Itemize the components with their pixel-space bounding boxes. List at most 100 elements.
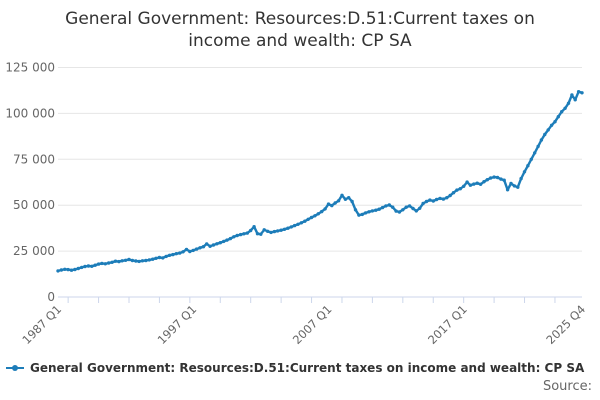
data-point[interactable] — [218, 241, 222, 245]
data-point[interactable] — [492, 175, 496, 179]
data-point[interactable] — [174, 252, 178, 256]
data-point[interactable] — [404, 205, 408, 209]
data-point[interactable] — [377, 207, 381, 211]
data-point[interactable] — [458, 187, 462, 191]
data-point[interactable] — [350, 199, 354, 204]
data-point[interactable] — [299, 221, 304, 225]
data-point[interactable] — [110, 260, 114, 264]
data-point[interactable] — [117, 259, 121, 264]
data-point[interactable] — [367, 210, 371, 214]
data-point[interactable] — [343, 197, 348, 201]
data-point[interactable] — [580, 91, 584, 95]
data-point[interactable] — [549, 123, 554, 128]
data-point[interactable] — [576, 90, 581, 94]
data-point[interactable] — [519, 176, 523, 181]
data-point[interactable] — [475, 181, 479, 185]
data-point[interactable] — [363, 211, 368, 215]
data-point[interactable] — [489, 176, 493, 180]
data-point[interactable] — [181, 250, 185, 254]
data-point[interactable] — [83, 264, 87, 269]
data-point[interactable] — [445, 196, 449, 200]
data-point[interactable] — [428, 198, 432, 202]
data-point[interactable] — [556, 115, 560, 119]
data-point[interactable] — [418, 206, 422, 210]
data-point[interactable] — [272, 229, 277, 234]
data-point[interactable] — [543, 132, 547, 137]
data-point[interactable] — [59, 268, 64, 272]
data-point[interactable] — [529, 157, 533, 161]
data-point[interactable] — [384, 204, 388, 208]
data-point[interactable] — [178, 251, 182, 255]
data-point[interactable] — [144, 258, 148, 263]
data-point[interactable] — [259, 232, 263, 236]
data-point[interactable] — [198, 246, 202, 250]
data-point[interactable] — [330, 203, 334, 208]
data-point[interactable] — [560, 110, 564, 114]
data-point[interactable] — [245, 231, 249, 235]
data-point[interactable] — [296, 222, 300, 226]
data-point[interactable] — [232, 235, 236, 239]
data-point[interactable] — [255, 232, 260, 236]
data-point[interactable] — [123, 258, 128, 262]
data-point[interactable] — [462, 184, 466, 188]
data-point[interactable] — [347, 196, 351, 200]
data-point[interactable] — [306, 217, 310, 221]
data-point[interactable] — [289, 225, 293, 229]
data-point[interactable] — [566, 101, 571, 106]
data-point[interactable] — [80, 265, 84, 270]
data-point[interactable] — [249, 228, 253, 233]
data-point[interactable] — [468, 183, 473, 187]
data-point[interactable] — [86, 264, 91, 268]
data-point[interactable] — [113, 259, 118, 263]
data-point[interactable] — [360, 212, 364, 217]
data-point[interactable] — [73, 267, 77, 272]
data-point[interactable] — [137, 259, 141, 264]
data-point[interactable] — [336, 199, 341, 203]
data-point[interactable] — [374, 208, 378, 212]
data-point[interactable] — [66, 267, 70, 272]
data-point[interactable] — [512, 184, 517, 188]
data-point[interactable] — [316, 212, 320, 216]
data-point[interactable] — [573, 98, 577, 102]
data-point[interactable] — [103, 262, 108, 266]
data-point[interactable] — [380, 205, 385, 210]
data-point[interactable] — [286, 226, 290, 230]
data-point[interactable] — [455, 188, 459, 192]
data-point[interactable] — [570, 93, 574, 97]
data-point[interactable] — [154, 256, 158, 260]
data-point[interactable] — [438, 196, 442, 201]
data-point[interactable] — [424, 199, 429, 204]
data-point[interactable] — [194, 247, 199, 251]
data-point[interactable] — [167, 253, 172, 257]
data-point[interactable] — [191, 248, 195, 253]
data-point[interactable] — [76, 266, 81, 271]
data-point[interactable] — [434, 197, 439, 202]
data-point[interactable] — [201, 245, 206, 249]
data-point[interactable] — [333, 201, 337, 205]
data-point[interactable] — [407, 204, 412, 208]
data-point[interactable] — [502, 178, 506, 182]
data-point[interactable] — [100, 261, 104, 266]
data-point[interactable] — [56, 269, 60, 273]
data-point[interactable] — [276, 229, 280, 233]
data-point[interactable] — [499, 177, 503, 181]
data-point[interactable] — [134, 259, 138, 263]
legend-item[interactable]: General Government: Resources:D.51:Curre… — [6, 361, 584, 375]
data-point[interactable] — [208, 244, 212, 248]
data-point[interactable] — [140, 259, 145, 263]
data-point[interactable] — [411, 206, 415, 211]
data-point[interactable] — [397, 210, 402, 214]
data-point[interactable] — [269, 230, 273, 235]
data-point[interactable] — [184, 247, 189, 252]
data-point[interactable] — [370, 209, 375, 213]
data-point[interactable] — [222, 239, 226, 244]
data-point[interactable] — [451, 191, 456, 195]
data-point[interactable] — [238, 232, 243, 237]
data-point[interactable] — [292, 223, 297, 228]
data-point[interactable] — [526, 164, 530, 168]
data-point[interactable] — [522, 170, 527, 174]
data-point[interactable] — [533, 151, 537, 155]
data-point[interactable] — [107, 261, 111, 265]
data-point[interactable] — [303, 219, 307, 223]
data-point[interactable] — [242, 232, 246, 236]
